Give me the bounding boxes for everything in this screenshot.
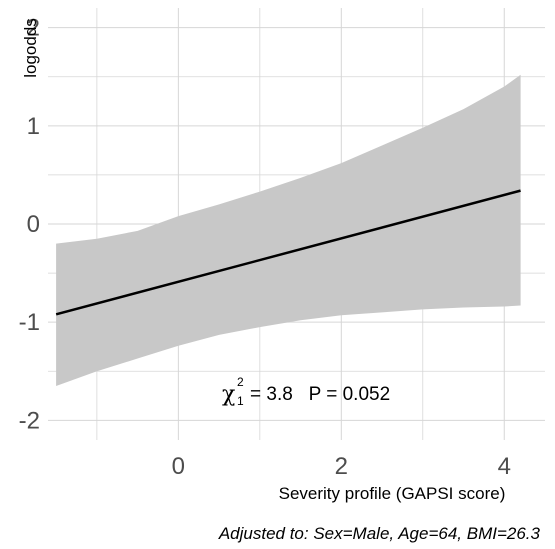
x-axis-label: Severity profile (GAPSI score) (279, 484, 506, 503)
y-tick-label: 0 (27, 211, 40, 238)
x-tick-label: 0 (172, 453, 185, 480)
stat-annotation: χ 2 1 = 3.8 P = 0.052 (222, 375, 390, 408)
y-tick-label: 1 (27, 113, 40, 140)
chi-superscript: 2 (237, 375, 244, 389)
chi-subscript: 1 (237, 394, 244, 408)
y-tick-labels: -2 -1 0 1 2 (19, 15, 40, 435)
y-tick-label: 2 (27, 15, 40, 42)
confidence-band (56, 74, 521, 387)
x-tick-label: 2 (335, 453, 348, 480)
x-tick-label: 4 (498, 453, 511, 480)
stat-values: = 3.8 P = 0.052 (250, 384, 390, 405)
chi-symbol: χ (222, 382, 235, 407)
adjustment-note: Adjusted to: Sex=Male, Age=64, BMI=26.3 (218, 524, 541, 543)
fit-line (55, 189, 521, 316)
y-axis-label: logodds (21, 18, 40, 78)
y-tick-label: -2 (19, 407, 40, 434)
y-tick-label: -1 (19, 309, 40, 336)
x-tick-labels: 0 2 4 (172, 453, 511, 480)
